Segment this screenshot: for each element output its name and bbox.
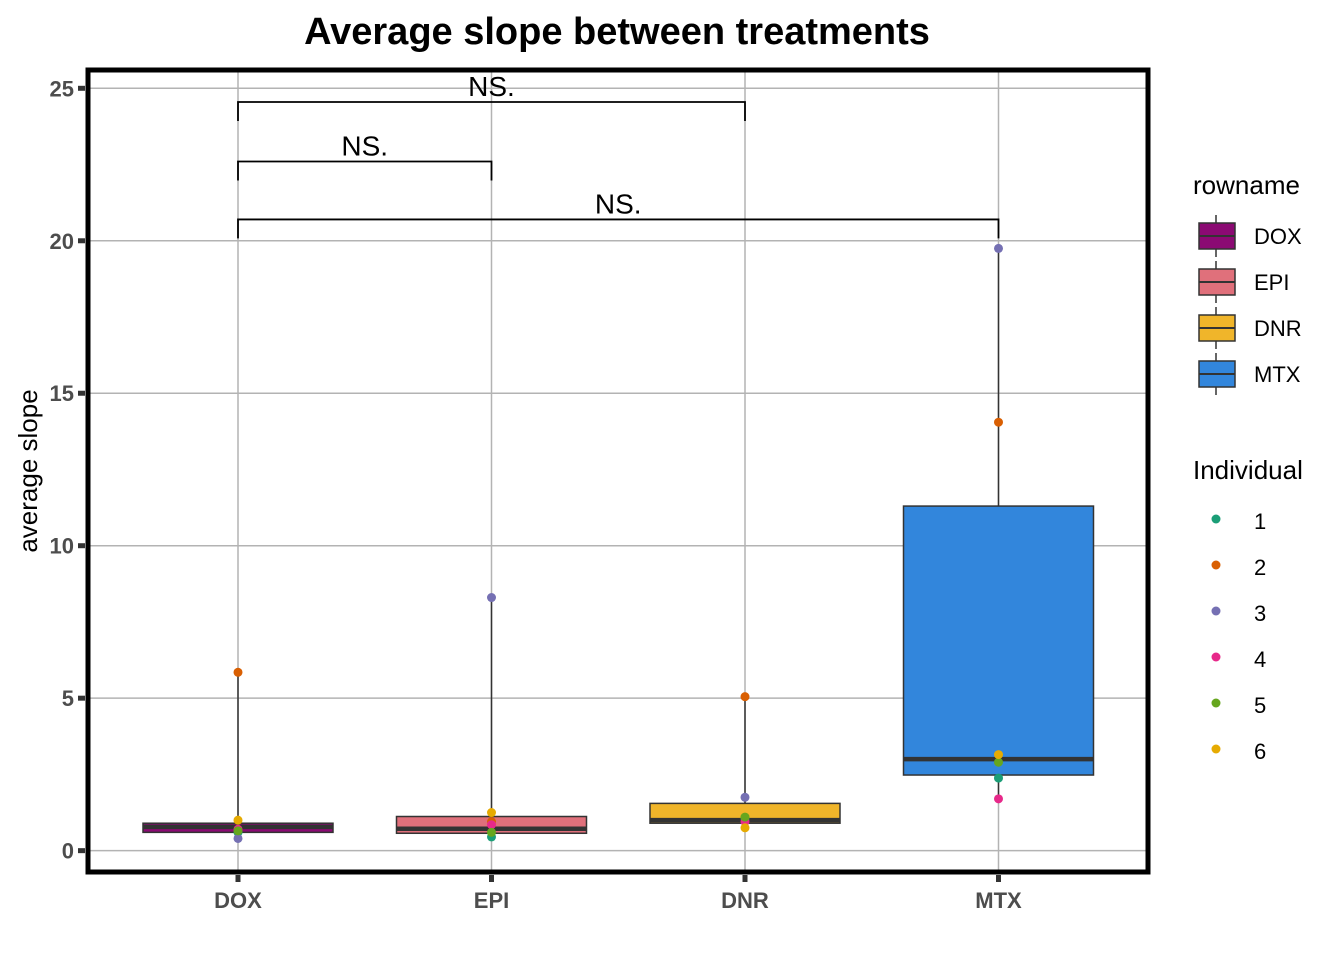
legend-label: 6 [1254,739,1266,764]
point-mtx-3 [994,243,1003,253]
legend-point-item-3: 3 [1211,601,1266,626]
legend-fill-item-epi: EPI [1198,261,1289,303]
point-mtx-6 [994,750,1003,760]
y-tick-label: 0 [62,839,74,864]
legend-fill-item-dnr: DNR [1198,307,1302,349]
x-tick-label: DOX [214,888,262,913]
point-mtx-1 [994,773,1003,783]
legend-label: 1 [1254,509,1266,534]
point-mtx-5 [994,757,1003,767]
y-tick-label: 25 [50,76,74,101]
box-epi [395,597,588,837]
point-epi-5 [487,827,496,837]
bracket-dox-dnr: NS. [237,71,746,122]
legend-fill-item-mtx: MTX [1198,353,1301,395]
legend-label: MTX [1254,362,1301,387]
legend-points: 1 2 3 4 5 6 [1211,509,1266,764]
box-mtx [902,248,1095,799]
bracket-label: NS. [595,188,642,219]
point-dnr-3 [740,792,750,802]
legend-point-item-5: 5 [1211,693,1266,718]
x-axis: DOX EPI DNR MTX [214,875,1022,913]
point-dox-2 [233,667,243,677]
y-tick-label: 15 [50,381,74,406]
bracket-dox-mtx: NS. [237,188,1000,239]
x-tick-label: EPI [474,888,509,913]
x-tick-label: DNR [721,888,769,913]
point-mtx-2 [994,417,1003,427]
legend-point-marker [1211,560,1221,570]
legend-label: DOX [1254,224,1302,249]
legend-fill: DOX EPI DNR MTX [1198,215,1302,395]
bracket-dox-epi: NS. [237,130,493,181]
legend-point-marker [1211,698,1221,708]
box-dox [142,672,334,839]
bracket-line [237,160,493,181]
box-dnr [649,696,841,828]
legend-fill-item-dox: DOX [1198,215,1302,257]
box-body [902,505,1095,776]
point-dox-3 [233,833,243,843]
legend-point-marker [1211,652,1221,662]
y-tick-label: 10 [50,534,74,559]
point-dox-5 [233,826,243,836]
y-tick-label: 20 [50,229,74,254]
legend-label: DNR [1254,316,1302,341]
chart-title: Average slope between treatments [304,11,930,53]
boxplots [142,248,1095,839]
point-epi-3 [487,593,496,603]
point-dnr-6 [740,823,750,833]
legend-fill-title: rowname [1193,170,1300,200]
y-axis: 0 5 10 15 20 25 [50,76,85,864]
legend-label: 4 [1254,647,1266,672]
data-points [233,243,1003,843]
legend-point-marker [1211,744,1221,754]
panel-border [85,67,1151,875]
legend-points-title: Individual [1193,455,1303,485]
legend-point-item-2: 2 [1211,555,1266,580]
bracket-label: NS. [341,130,388,161]
legend-point-item-6: 6 [1211,739,1266,764]
bracket-line [237,101,746,122]
point-epi-4 [487,820,496,830]
significance-brackets: NS. NS. NS. [237,71,1000,239]
legend-point-item-4: 4 [1211,647,1266,672]
point-dnr-2 [740,692,750,702]
legend-point-marker [1211,514,1221,524]
point-epi-6 [487,808,496,818]
legend-label: 5 [1254,693,1266,718]
bracket-label: NS. [468,71,515,102]
legend-point-item-1: 1 [1211,509,1266,534]
point-mtx-4 [994,794,1003,804]
legend-label: 2 [1254,555,1266,580]
legend-point-marker [1211,606,1221,616]
x-tick-label: MTX [975,888,1022,913]
point-dnr-5 [740,812,750,822]
legend-label: EPI [1254,270,1289,295]
legend-label: 3 [1254,601,1266,626]
y-tick-label: 5 [62,686,74,711]
point-dox-6 [233,815,243,825]
y-axis-label: average slope [13,389,43,552]
bracket-line [237,218,1000,239]
